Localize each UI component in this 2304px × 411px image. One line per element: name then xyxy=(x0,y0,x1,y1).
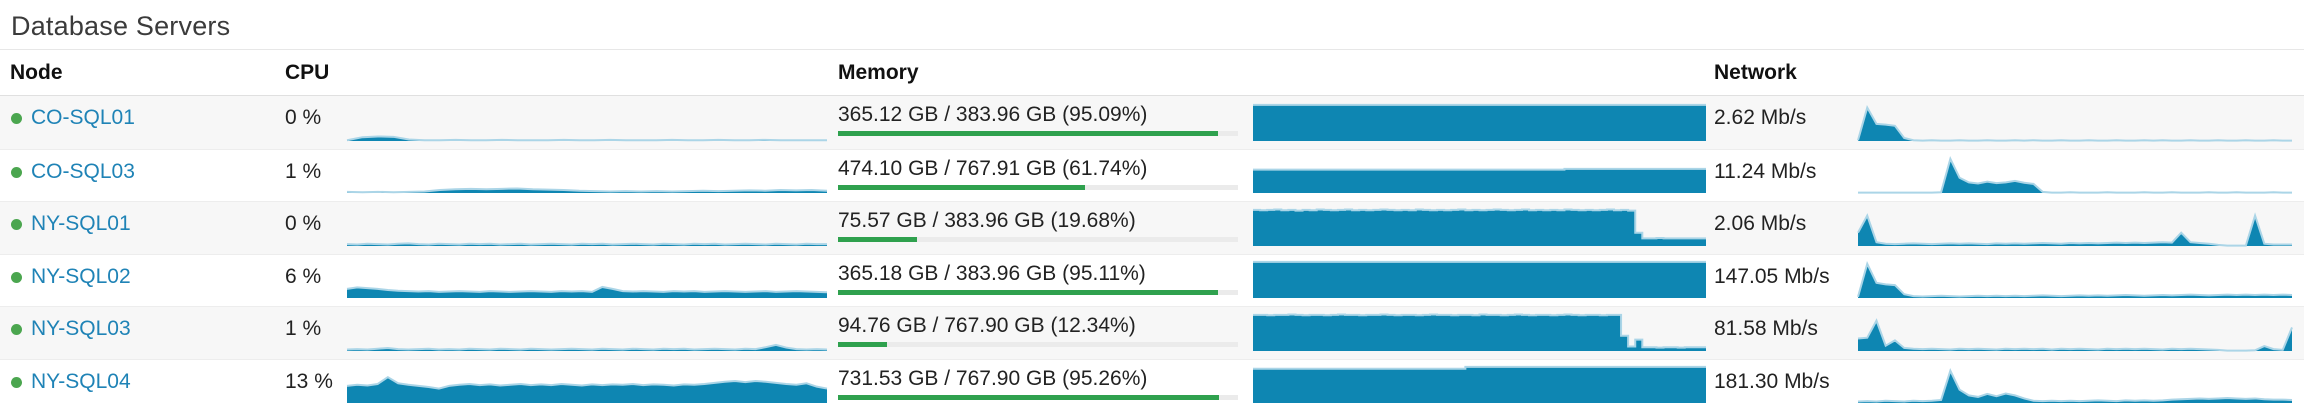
network-value: 2.06 Mb/s xyxy=(1714,212,1807,235)
memory-usage-bar-fill xyxy=(838,237,917,242)
memory-history-chart xyxy=(1248,255,1706,307)
cpu-value: 0 % xyxy=(285,212,322,235)
cpu-sparkline-chart xyxy=(347,307,833,359)
memory-history-chart xyxy=(1248,360,1706,411)
node-cell: CO-SQL03 xyxy=(10,150,285,202)
cpu-sparkline-chart xyxy=(347,96,833,149)
status-up-dot-icon xyxy=(11,271,22,283)
network-sparkline-chart xyxy=(1854,150,2294,202)
column-header-node: Node xyxy=(10,60,63,84)
memory-usage-bar-fill xyxy=(838,131,1219,136)
node-cell: NY-SQL01 xyxy=(10,202,285,254)
memory-cell: 365.18 GB / 383.96 GB (95.11%) xyxy=(833,255,1248,307)
node-cell: NY-SQL04 xyxy=(10,360,285,411)
network-value: 147.05 Mb/s xyxy=(1714,264,1830,288)
memory-cell: 731.53 GB / 767.90 GB (95.26%) xyxy=(833,360,1248,411)
memory-value: 365.18 GB / 383.96 GB (95.11%) xyxy=(838,261,1146,285)
network-value: 181.30 Mb/s xyxy=(1714,369,1830,393)
memory-usage-bar xyxy=(838,237,1238,242)
memory-value: 94.76 GB / 767.90 GB (12.34%) xyxy=(838,314,1136,337)
memory-usage-bar-fill xyxy=(838,394,1220,400)
network-sparkline-chart xyxy=(1854,202,2294,254)
status-up-dot-icon xyxy=(11,324,22,335)
memory-history-chart xyxy=(1248,307,1706,359)
memory-usage-bar xyxy=(838,184,1238,190)
status-up-dot-icon xyxy=(11,166,22,178)
status-up-dot-icon xyxy=(11,376,22,388)
node-link[interactable]: NY-SQL03 xyxy=(31,317,131,340)
cpu-sparkline-chart xyxy=(347,255,833,307)
memory-usage-bar xyxy=(838,394,1238,400)
cpu-sparkline-chart xyxy=(347,150,833,202)
memory-usage-bar xyxy=(838,289,1238,295)
node-link[interactable]: CO-SQL03 xyxy=(31,159,135,183)
cpu-value: 13 % xyxy=(285,369,333,393)
network-value: 2.62 Mb/s xyxy=(1714,106,1807,129)
status-up-dot-icon xyxy=(11,113,22,124)
status-up-dot-icon xyxy=(11,219,22,230)
network-value: 11.24 Mb/s xyxy=(1714,159,1817,183)
network-sparkline-chart xyxy=(1854,255,2294,307)
cpu-value: 1 % xyxy=(285,159,322,183)
memory-usage-bar xyxy=(838,342,1238,347)
memory-history-chart xyxy=(1248,150,1706,202)
cpu-value: 1 % xyxy=(285,317,322,340)
table-row: NY-SQL02 6 % 365.18 GB / 383.96 GB (95.1… xyxy=(0,253,2304,307)
node-cell: CO-SQL01 xyxy=(10,96,285,149)
memory-usage-bar xyxy=(838,131,1238,136)
cpu-sparkline-chart xyxy=(347,360,833,411)
memory-cell: 365.12 GB / 383.96 GB (95.09%) xyxy=(833,96,1248,149)
node-link[interactable]: NY-SQL01 xyxy=(31,212,131,235)
memory-value: 474.10 GB / 767.91 GB (61.74%) xyxy=(838,156,1148,180)
memory-cell: 94.76 GB / 767.90 GB (12.34%) xyxy=(833,307,1248,359)
memory-history-chart xyxy=(1248,96,1706,149)
network-sparkline-chart xyxy=(1854,360,2294,411)
column-header-memory: Memory xyxy=(838,60,919,84)
table-row: CO-SQL03 1 % 474.10 GB / 767.91 GB (61.7… xyxy=(0,148,2304,202)
node-cell: NY-SQL02 xyxy=(10,255,285,307)
network-sparkline-chart xyxy=(1854,307,2294,359)
cpu-sparkline-chart xyxy=(347,202,833,254)
table-body: CO-SQL01 0 % 365.12 GB / 383.96 GB (95.0… xyxy=(0,96,2304,411)
node-link[interactable]: NY-SQL04 xyxy=(31,369,131,393)
column-header-network: Network xyxy=(1714,60,1797,84)
table-row: NY-SQL03 1 % 94.76 GB / 767.90 GB (12.34… xyxy=(0,306,2304,359)
table-row: NY-SQL01 0 % 75.57 GB / 383.96 GB (19.68… xyxy=(0,201,2304,254)
memory-value: 365.12 GB / 383.96 GB (95.09%) xyxy=(838,103,1148,126)
table-row: CO-SQL01 0 % 365.12 GB / 383.96 GB (95.0… xyxy=(0,96,2304,149)
memory-usage-bar-fill xyxy=(838,184,1085,190)
node-link[interactable]: CO-SQL01 xyxy=(31,106,135,129)
memory-usage-bar-fill xyxy=(838,289,1219,295)
cpu-value: 6 % xyxy=(285,264,322,288)
memory-history-chart xyxy=(1248,202,1706,254)
memory-value: 75.57 GB / 383.96 GB (19.68%) xyxy=(838,209,1136,232)
memory-usage-bar-fill xyxy=(838,342,888,347)
node-cell: NY-SQL03 xyxy=(10,307,285,359)
memory-cell: 474.10 GB / 767.91 GB (61.74%) xyxy=(833,150,1248,202)
memory-value: 731.53 GB / 767.90 GB (95.26%) xyxy=(838,366,1148,390)
table-row: NY-SQL04 13 % 731.53 GB / 767.90 GB (95.… xyxy=(0,358,2304,411)
network-value: 81.58 Mb/s xyxy=(1714,317,1818,340)
cpu-value: 0 % xyxy=(285,106,322,129)
network-sparkline-chart xyxy=(1854,96,2294,149)
node-link[interactable]: NY-SQL02 xyxy=(31,264,131,288)
panel-title-bar: Database Servers xyxy=(0,0,2304,50)
memory-cell: 75.57 GB / 383.96 GB (19.68%) xyxy=(833,202,1248,254)
table-header: Node CPU Memory Network xyxy=(0,50,2304,96)
page-title: Database Servers xyxy=(11,11,231,41)
column-header-cpu: CPU xyxy=(285,60,330,84)
